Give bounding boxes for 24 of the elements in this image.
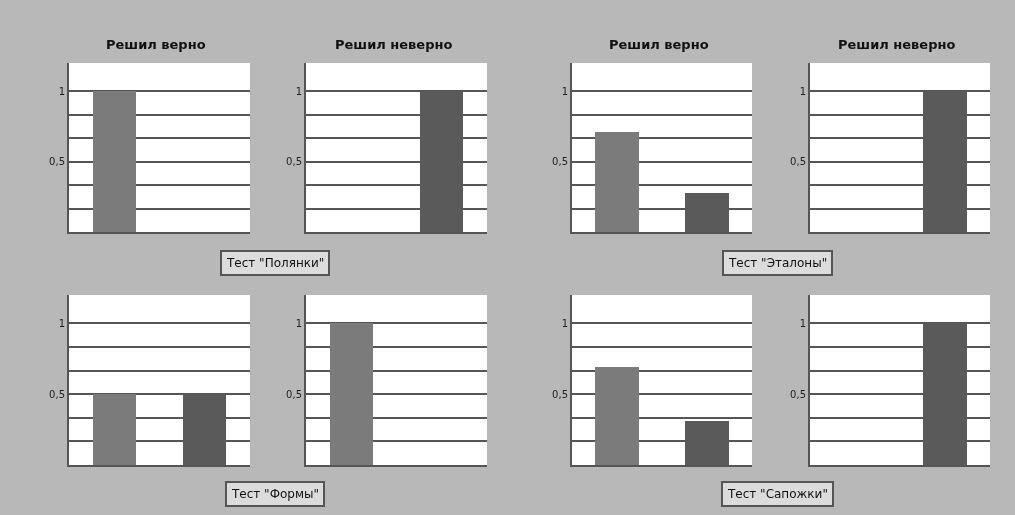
text: Тест "Формы"	[231, 487, 319, 501]
y-tick-label: 1	[561, 85, 568, 97]
y-tick-label: 0,5	[49, 156, 65, 168]
text: Тест "Эталоны"	[728, 256, 828, 270]
y-tick-label: 1	[58, 85, 65, 97]
y-tick-label: 0,5	[49, 388, 65, 400]
text: Тест "Полянки"	[226, 256, 325, 270]
chart-title: Решил неверно	[335, 37, 453, 52]
y-tick-label: 1	[295, 85, 302, 97]
chart-title: Решил верно	[106, 37, 206, 52]
y-tick-label: 0,5	[286, 388, 302, 400]
y-tick-label: 1	[561, 317, 568, 329]
chart-title: Решил верно	[609, 37, 709, 52]
y-tick-label: 0,5	[552, 388, 568, 400]
y-tick-label: 0,5	[790, 156, 806, 168]
y-tick-label: 0,5	[790, 388, 806, 400]
y-tick-label: 0,5	[552, 156, 568, 168]
y-tick-label: 1	[799, 85, 806, 97]
y-tick-label: 0,5	[286, 156, 302, 168]
chart-title: Решил неверно	[838, 37, 956, 52]
text: Тест "Сапожки"	[727, 487, 828, 501]
y-tick-label: 1	[295, 317, 302, 329]
y-tick-label: 1	[799, 317, 806, 329]
y-tick-label: 1	[58, 317, 65, 329]
